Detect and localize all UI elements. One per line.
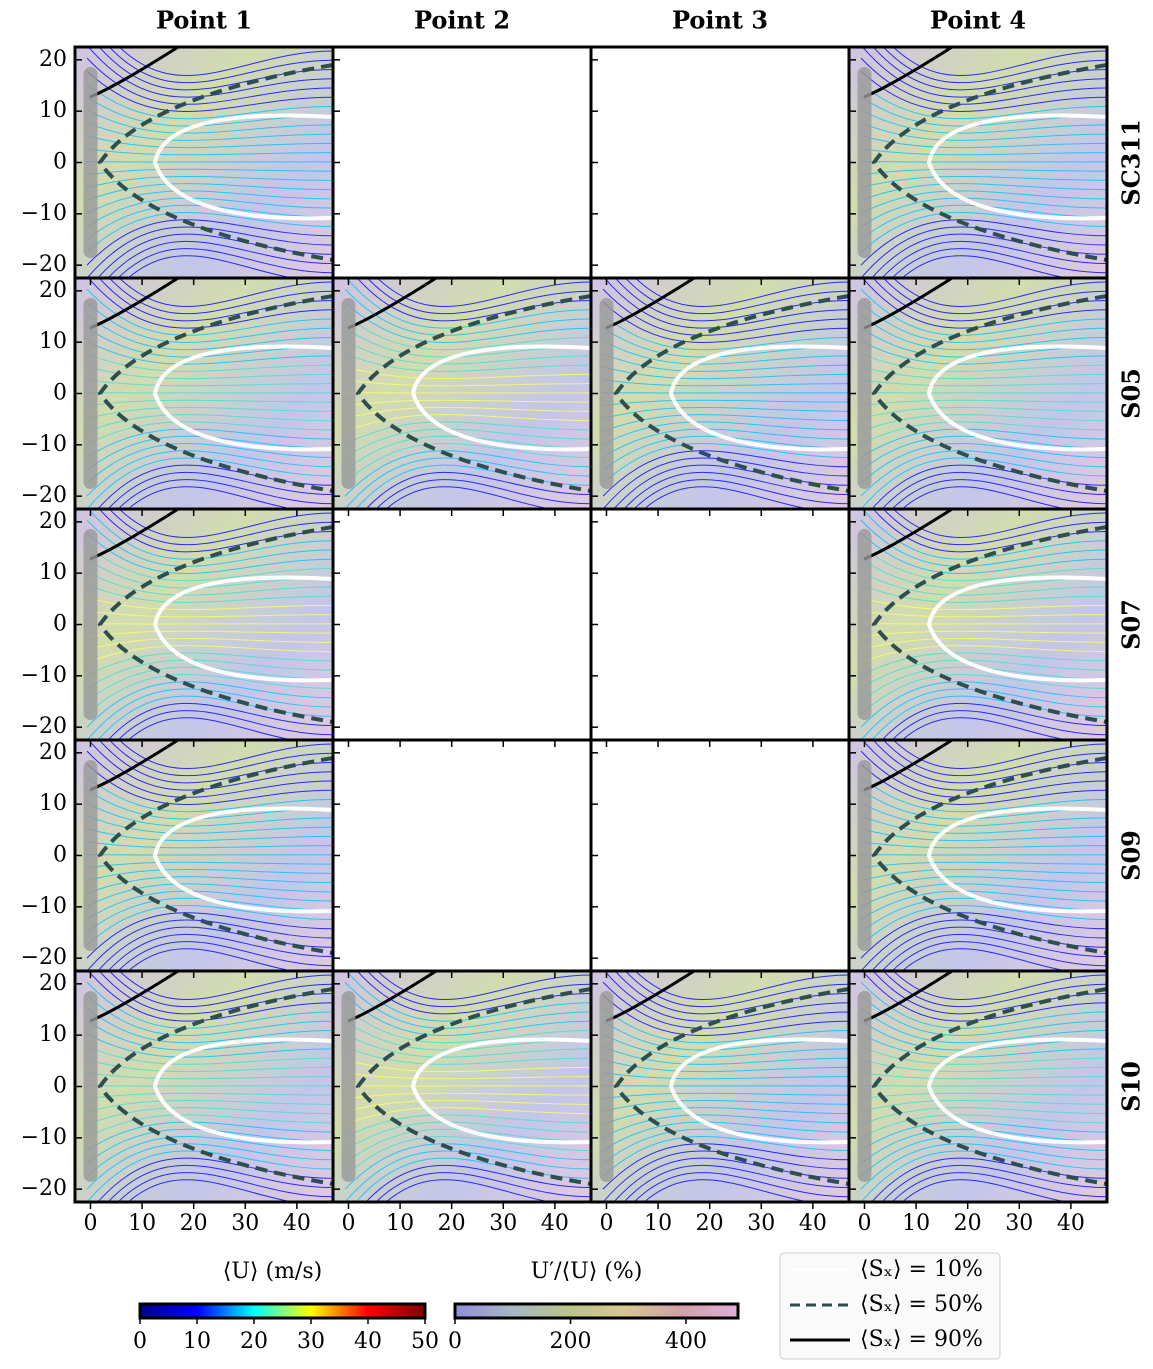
disc-image xyxy=(857,298,871,489)
x-tick-label: 0 xyxy=(857,1211,871,1236)
colorbar-tick-label: 40 xyxy=(354,1329,382,1354)
colorbar-tick-label: 10 xyxy=(183,1329,211,1354)
y-tick-label: −10 xyxy=(21,894,67,919)
y-tick-label: −20 xyxy=(21,483,67,508)
colorbar-tick-label: 200 xyxy=(550,1329,592,1354)
column-title: Point 2 xyxy=(414,6,510,35)
disc-image xyxy=(341,991,355,1182)
y-tick-label: 20 xyxy=(39,509,67,534)
y-tick-label: 10 xyxy=(39,98,67,123)
colorbar-label: ⟨U⟩ (m/s) xyxy=(223,1259,322,1284)
column-title: Point 4 xyxy=(930,6,1026,35)
x-tick-label: 0 xyxy=(341,1211,355,1236)
disc-image xyxy=(857,67,871,258)
y-tick-label: 0 xyxy=(53,1074,67,1099)
colorbar-label: U′/⟨U⟩ (%) xyxy=(531,1259,643,1284)
x-tick-label: 20 xyxy=(696,1211,724,1236)
colorbar xyxy=(140,1304,425,1318)
y-tick-label: 0 xyxy=(53,150,67,175)
panel-frame xyxy=(333,47,591,278)
x-tick-label: 30 xyxy=(489,1211,517,1236)
colorbar-tick-label: 0 xyxy=(133,1329,147,1354)
y-tick-label: 20 xyxy=(39,278,67,303)
row-label: S10 xyxy=(1117,1061,1146,1112)
colorbar-tick-label: 30 xyxy=(297,1329,325,1354)
flow-field xyxy=(591,237,849,560)
legend-label: ⟨Sₓ⟩ = 90% xyxy=(860,1327,983,1352)
flow-field xyxy=(75,930,333,1253)
disc-image xyxy=(857,529,871,720)
panel-frame xyxy=(591,47,849,278)
y-tick-label: −10 xyxy=(21,201,67,226)
disc-image xyxy=(857,760,871,951)
y-tick-label: 10 xyxy=(39,329,67,354)
x-tick-label: 40 xyxy=(1057,1211,1085,1236)
disc-image xyxy=(341,298,355,489)
disc-image xyxy=(83,760,97,951)
column-title: Point 3 xyxy=(672,6,768,35)
y-tick-label: 0 xyxy=(53,381,67,406)
row-label: S05 xyxy=(1117,368,1146,419)
y-tick-label: −20 xyxy=(21,1176,67,1201)
panel-frame xyxy=(333,740,591,971)
y-tick-label: 10 xyxy=(39,791,67,816)
y-tick-label: 20 xyxy=(39,740,67,765)
x-tick-label: 40 xyxy=(283,1211,311,1236)
colorbar-tick-label: 20 xyxy=(240,1329,268,1354)
disc-image xyxy=(83,991,97,1182)
y-tick-label: −10 xyxy=(21,432,67,457)
disc-image xyxy=(599,298,613,489)
row-label: S09 xyxy=(1117,830,1146,881)
x-tick-label: 10 xyxy=(386,1211,414,1236)
y-tick-label: −10 xyxy=(21,663,67,688)
y-tick-label: −20 xyxy=(21,252,67,277)
x-tick-label: 40 xyxy=(541,1211,569,1236)
y-tick-label: 10 xyxy=(39,560,67,585)
row-label: SC311 xyxy=(1117,119,1146,206)
y-tick-label: 0 xyxy=(53,843,67,868)
flow-field xyxy=(333,237,591,560)
x-tick-label: 20 xyxy=(438,1211,466,1236)
y-tick-label: −20 xyxy=(21,714,67,739)
x-tick-label: 40 xyxy=(799,1211,827,1236)
x-tick-label: 0 xyxy=(599,1211,613,1236)
panel-frame xyxy=(591,740,849,971)
disc-image xyxy=(83,529,97,720)
x-tick-label: 10 xyxy=(902,1211,930,1236)
colorbar-tick-label: 0 xyxy=(448,1329,462,1354)
x-tick-label: 20 xyxy=(954,1211,982,1236)
column-title: Point 1 xyxy=(156,6,252,35)
y-tick-label: 0 xyxy=(53,612,67,637)
y-tick-label: 20 xyxy=(39,971,67,996)
disc-image xyxy=(83,298,97,489)
flow-field xyxy=(591,930,849,1253)
colorbar-tick-label: 400 xyxy=(665,1329,707,1354)
y-tick-label: 10 xyxy=(39,1022,67,1047)
panel-frame xyxy=(333,509,591,740)
disc-image xyxy=(857,991,871,1182)
row-label: S07 xyxy=(1117,599,1146,650)
colorbar xyxy=(455,1304,738,1318)
legend-label: ⟨Sₓ⟩ = 10% xyxy=(860,1257,983,1282)
x-tick-label: 30 xyxy=(747,1211,775,1236)
panel-frame xyxy=(591,509,849,740)
x-tick-label: 30 xyxy=(1005,1211,1033,1236)
disc-image xyxy=(83,67,97,258)
legend-label: ⟨Sₓ⟩ = 50% xyxy=(860,1292,983,1317)
x-tick-label: 10 xyxy=(644,1211,672,1236)
x-tick-label: 0 xyxy=(83,1211,97,1236)
x-tick-label: 10 xyxy=(128,1211,156,1236)
disc-image xyxy=(599,991,613,1182)
x-tick-label: 30 xyxy=(231,1211,259,1236)
colorbar-tick-label: 50 xyxy=(411,1329,439,1354)
y-tick-label: −10 xyxy=(21,1125,67,1150)
y-tick-label: −20 xyxy=(21,945,67,970)
flow-field xyxy=(849,930,1107,1253)
flow-field xyxy=(333,930,591,1253)
y-tick-label: 20 xyxy=(39,47,67,72)
x-tick-label: 20 xyxy=(180,1211,208,1236)
